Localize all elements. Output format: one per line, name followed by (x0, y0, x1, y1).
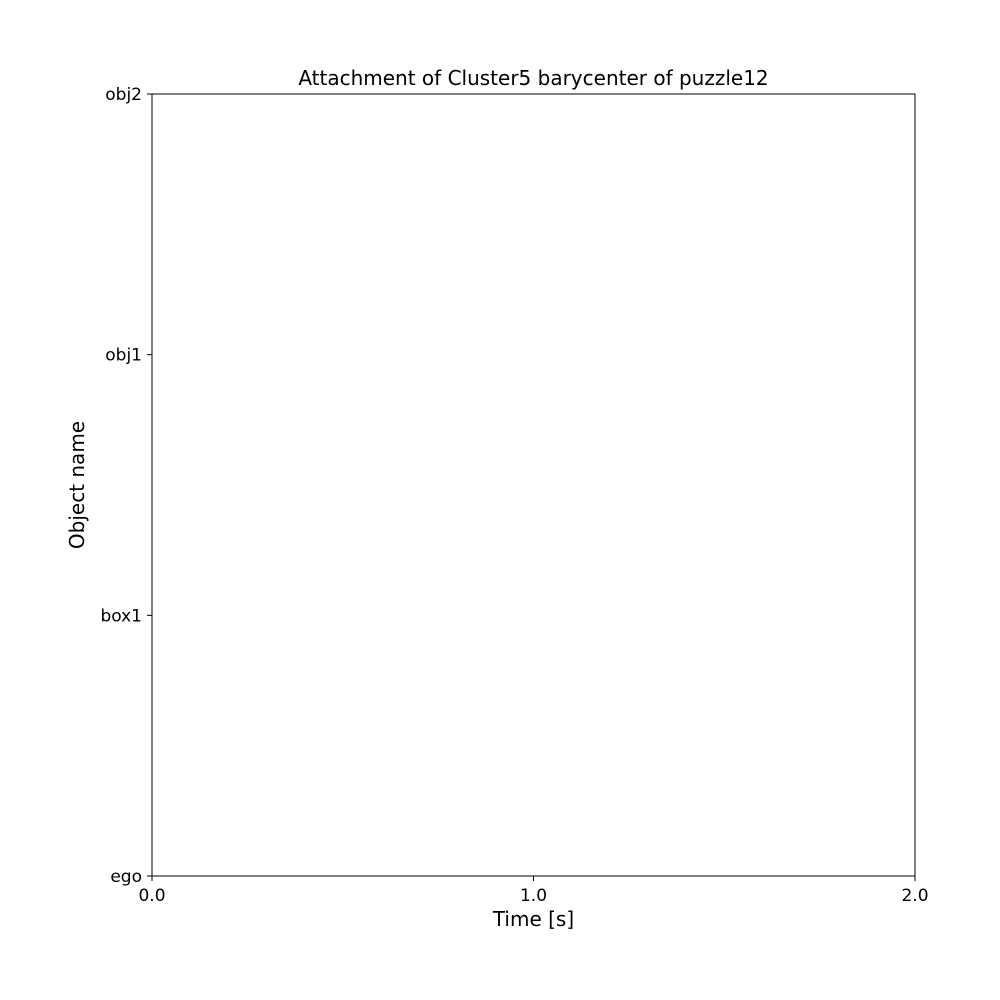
x-axis-ticks: 0.0 1.0 2.0 (138, 876, 929, 906)
x-tick-label: 0.0 (138, 886, 165, 906)
y-axis-ticks: ego box1 obj1 obj2 (100, 85, 152, 887)
y-tick-label: ego (110, 867, 142, 887)
y-axis-label: Object name (65, 421, 89, 549)
y-tick-label: obj2 (105, 85, 142, 105)
y-tick-label: obj1 (105, 346, 142, 366)
chart-title: Attachment of Cluster5 barycenter of puz… (298, 66, 768, 90)
x-axis-label: Time [s] (492, 907, 574, 931)
y-tick-label: box1 (100, 606, 142, 626)
x-tick-label: 2.0 (901, 886, 928, 906)
x-tick-label: 1.0 (520, 886, 547, 906)
